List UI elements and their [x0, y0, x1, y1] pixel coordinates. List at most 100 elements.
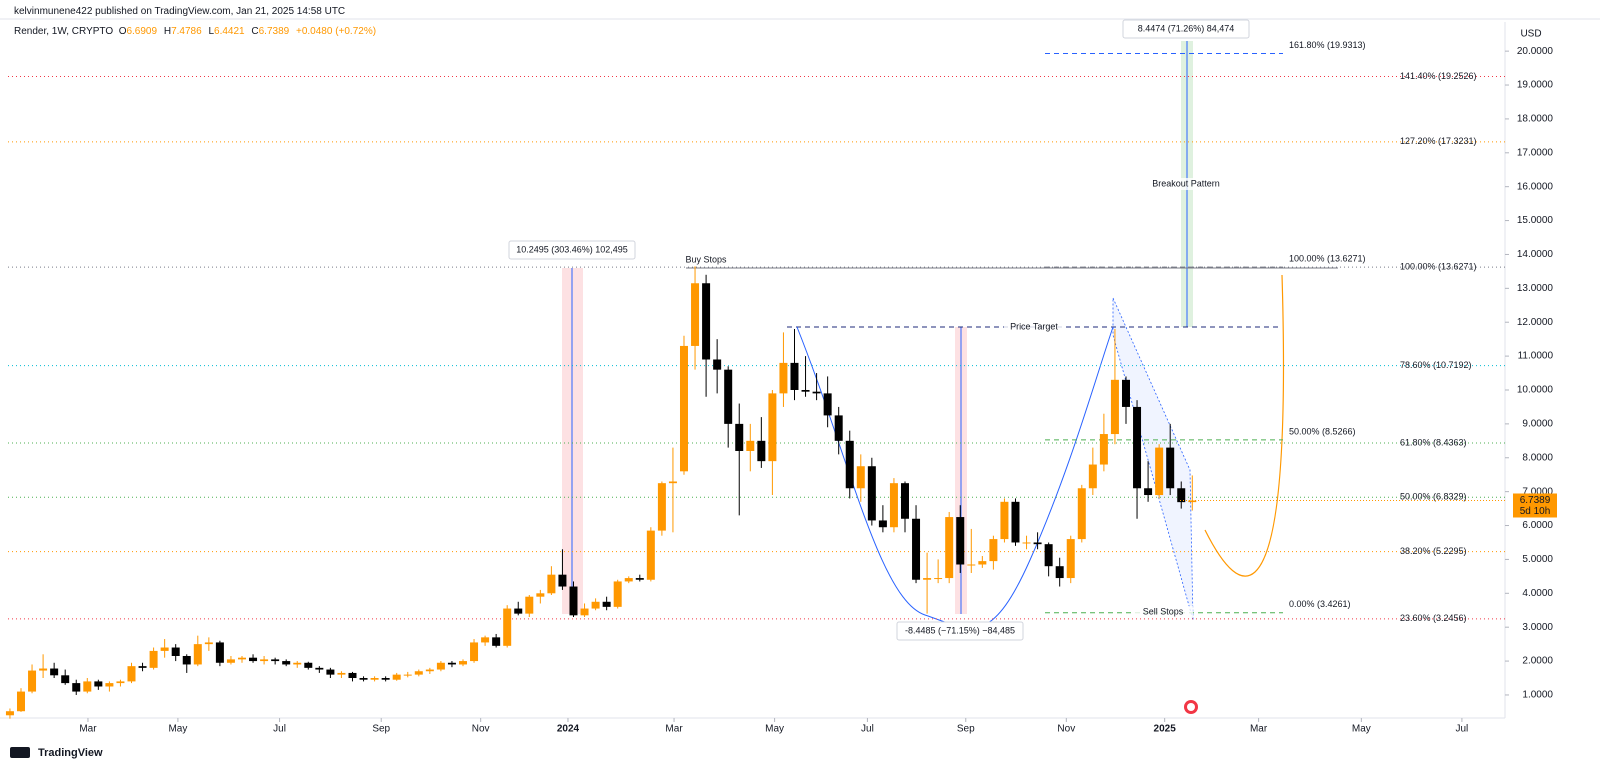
y-tick-label: 4.0000	[1522, 588, 1553, 599]
candle-body	[856, 466, 865, 489]
candle-body	[226, 659, 235, 663]
x-tick-label: May	[1352, 724, 1371, 735]
annotation-bg	[1156, 178, 1216, 190]
candle-body	[779, 362, 788, 394]
symbol: Render, 1W, CRYPTO	[14, 26, 114, 37]
candle-body	[1044, 544, 1053, 567]
brand-logo	[10, 747, 30, 758]
y-tick-label: 17.0000	[1517, 147, 1554, 158]
candle-body	[536, 593, 545, 597]
ohlc-value: 7.4786	[171, 26, 202, 37]
x-tick-label: Jul	[861, 724, 874, 735]
candle-body	[16, 691, 25, 712]
candle-body	[94, 681, 103, 687]
candle-body	[171, 647, 180, 656]
annotation-box	[1122, 19, 1250, 39]
annotation: Breakout Pattern	[1152, 178, 1220, 188]
candle-body	[547, 574, 556, 594]
candle-body	[105, 683, 114, 687]
candle-body	[204, 642, 213, 645]
candle-body	[602, 601, 611, 607]
y-tick-label: 5.0000	[1522, 554, 1553, 565]
candle-body	[889, 483, 898, 528]
candle-body	[138, 666, 147, 668]
ohlc-key: O	[118, 26, 127, 37]
candle-body	[392, 674, 401, 680]
y-tick-label: 20.0000	[1517, 46, 1554, 57]
candle-body	[28, 670, 37, 692]
candle-body	[425, 669, 434, 672]
x-tick-label: Sep	[372, 724, 390, 735]
candle-body	[5, 711, 14, 716]
change: +0.0480 (+0.72%)	[296, 26, 377, 37]
candle-body	[293, 662, 302, 665]
fib-label: 0.00% (3.4261)	[1289, 599, 1351, 609]
candle-body	[503, 608, 512, 646]
fib-label: 23.60% (3.2456)	[1400, 613, 1467, 623]
y-tick-label: 7.0000	[1522, 486, 1553, 497]
event-icon-inner	[1187, 703, 1195, 711]
x-tick-label: May	[168, 724, 187, 735]
fib-label: 161.80% (19.9313)	[1289, 40, 1366, 50]
candle-body	[867, 466, 876, 521]
candle-body	[436, 662, 445, 670]
candle-body	[646, 530, 655, 580]
annotation-bg	[676, 254, 736, 266]
candle-body	[790, 362, 799, 390]
y-tick-label: 18.0000	[1517, 114, 1554, 125]
candle-body	[746, 440, 755, 451]
annotation-bg	[1004, 321, 1064, 333]
ohlc-key: L	[208, 26, 215, 37]
price-tag	[1513, 493, 1557, 518]
candle-body	[1055, 566, 1064, 579]
candle-body	[326, 669, 335, 675]
y-tick-label: 1.0000	[1522, 690, 1553, 701]
annotation-box	[508, 240, 636, 260]
candle-body	[282, 661, 291, 665]
annotation: Price Target	[1010, 321, 1058, 331]
candle-body	[668, 481, 677, 484]
y-tick-label: 10.0000	[1517, 385, 1554, 396]
annotation: 8.4474 (71.26%) 84,474	[1138, 23, 1235, 33]
candle-body	[679, 345, 688, 472]
candle-body	[900, 483, 909, 519]
y-tick-label: 6.0000	[1522, 520, 1553, 531]
candle-body	[481, 637, 490, 643]
y-tick-label: 8.0000	[1522, 452, 1553, 463]
currency: USD	[1520, 29, 1541, 40]
ohlc-value: 6.7389	[258, 26, 290, 37]
candle-body	[956, 517, 965, 565]
fib-label: 100.00% (13.6271)	[1400, 261, 1477, 271]
candle-body	[370, 678, 379, 680]
candle-body	[403, 674, 412, 676]
y-tick-label: 12.0000	[1517, 317, 1554, 328]
ohlc-key: C	[251, 26, 259, 37]
candle-body	[713, 359, 722, 370]
candle-body	[845, 440, 854, 489]
candle-body	[613, 581, 622, 607]
candle-body	[1110, 379, 1119, 435]
candle-body	[923, 578, 932, 580]
candle-body	[458, 661, 467, 665]
x-tick-label: Mar	[1250, 724, 1268, 735]
candle-body	[1066, 539, 1075, 579]
candle-body	[304, 662, 313, 668]
y-tick-label: 16.0000	[1517, 181, 1554, 192]
candle-body	[492, 637, 501, 646]
channel	[1112, 297, 1194, 621]
candle-body	[514, 608, 523, 614]
countdown: 5d 10h	[1520, 506, 1551, 517]
candle-body	[149, 650, 158, 668]
candle-body	[967, 564, 976, 566]
candle-body	[735, 423, 744, 451]
candle-body	[193, 644, 202, 665]
candle-body	[724, 369, 733, 424]
annotation-box	[896, 621, 1024, 641]
x-tick-label: Nov	[472, 724, 490, 735]
projection-curve	[1204, 274, 1285, 577]
candle-body	[657, 483, 666, 531]
publisher: kelvinmunene422 published on TradingView…	[14, 6, 346, 17]
fib-label: 141.40% (19.2526)	[1400, 71, 1477, 81]
